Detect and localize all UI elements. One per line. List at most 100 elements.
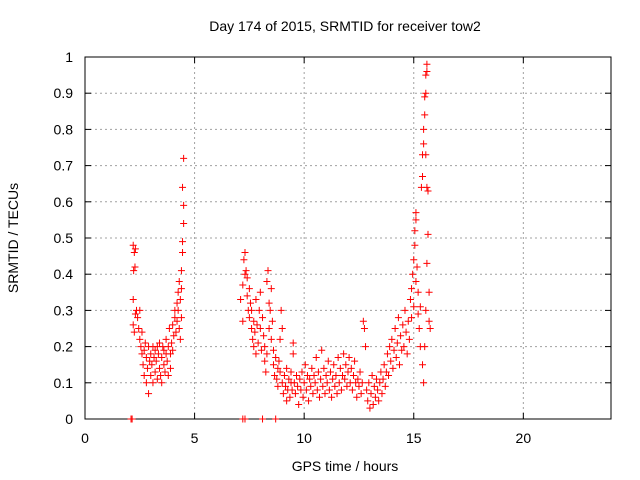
data-point (241, 248, 249, 256)
data-point (330, 361, 338, 369)
data-point (385, 372, 393, 380)
data-point (371, 393, 379, 401)
data-point (320, 364, 328, 372)
data-point (142, 379, 150, 387)
data-point (129, 296, 137, 304)
data-point (180, 220, 188, 228)
data-point (135, 325, 143, 332)
data-point (422, 71, 430, 79)
data-point (130, 328, 138, 336)
data-point (180, 154, 188, 162)
data-point (414, 310, 422, 318)
data-point (164, 343, 172, 351)
data-point (309, 390, 317, 398)
data-point (277, 306, 285, 314)
data-point (342, 361, 350, 369)
data-point (131, 263, 139, 271)
y-tick-label: 0.9 (54, 85, 74, 101)
data-point (173, 317, 181, 325)
data-point (322, 372, 330, 380)
data-point (306, 375, 314, 383)
data-point (129, 241, 137, 249)
data-point (251, 328, 259, 336)
data-point (364, 397, 372, 405)
data-point (263, 277, 271, 285)
data-point (237, 296, 245, 304)
data-point (416, 303, 424, 311)
data-point (381, 382, 389, 390)
data-point (239, 281, 247, 289)
data-point (339, 372, 347, 380)
data-point (353, 393, 361, 401)
y-tick-label: 0.1 (54, 375, 74, 391)
data-point (328, 393, 336, 401)
data-point (141, 339, 149, 347)
data-point (408, 285, 416, 293)
data-point (147, 372, 155, 380)
data-point (138, 328, 146, 336)
data-point (152, 357, 160, 365)
data-point (175, 325, 183, 332)
data-point (248, 325, 256, 332)
data-point (262, 368, 270, 376)
data-point (409, 270, 417, 278)
data-point (176, 335, 184, 343)
data-point (179, 183, 187, 191)
data-point (165, 325, 173, 332)
data-point (393, 339, 401, 347)
data-point (286, 393, 294, 401)
data-point (295, 401, 303, 409)
data-point (412, 209, 420, 217)
data-point (351, 357, 359, 365)
data-point (179, 238, 187, 246)
data-point (375, 397, 383, 405)
data-point (422, 89, 430, 97)
data-point (158, 353, 166, 361)
data-point (153, 375, 161, 383)
data-point (139, 361, 147, 369)
y-tick-label: 0.4 (54, 266, 74, 282)
data-point (332, 372, 340, 380)
data-point (303, 372, 311, 380)
data-point (137, 343, 145, 351)
data-point (143, 364, 151, 372)
data-point (280, 372, 288, 380)
data-point (390, 346, 398, 354)
y-tick-label: 0.3 (54, 302, 74, 318)
data-point (246, 299, 254, 307)
data-point (252, 296, 260, 304)
data-point (336, 364, 344, 372)
data-point (376, 379, 384, 387)
data-point (266, 306, 274, 314)
y-tick-label: 0.7 (54, 158, 74, 174)
data-point (312, 353, 320, 361)
data-point (149, 379, 157, 387)
data-point (275, 357, 283, 365)
data-point (298, 368, 306, 376)
data-point (131, 245, 139, 253)
data-point (421, 111, 429, 119)
data-point (239, 317, 247, 325)
data-point (243, 274, 251, 282)
y-tick-label: 0 (65, 411, 73, 427)
data-point (401, 306, 409, 314)
data-point (378, 390, 386, 398)
data-point (170, 332, 178, 340)
data-point (245, 285, 253, 293)
data-point (299, 393, 307, 401)
data-point (287, 368, 295, 376)
data-point (396, 361, 404, 369)
data-point (370, 382, 378, 390)
data-point (168, 339, 176, 347)
data-point (134, 314, 142, 322)
data-point (273, 375, 281, 383)
data-point (160, 361, 168, 369)
data-point (259, 415, 267, 423)
data-point (424, 187, 432, 195)
x-tick-label: 10 (296, 430, 312, 446)
data-point (248, 306, 256, 314)
data-point (256, 288, 264, 296)
data-point (177, 267, 185, 275)
data-point (157, 372, 165, 380)
